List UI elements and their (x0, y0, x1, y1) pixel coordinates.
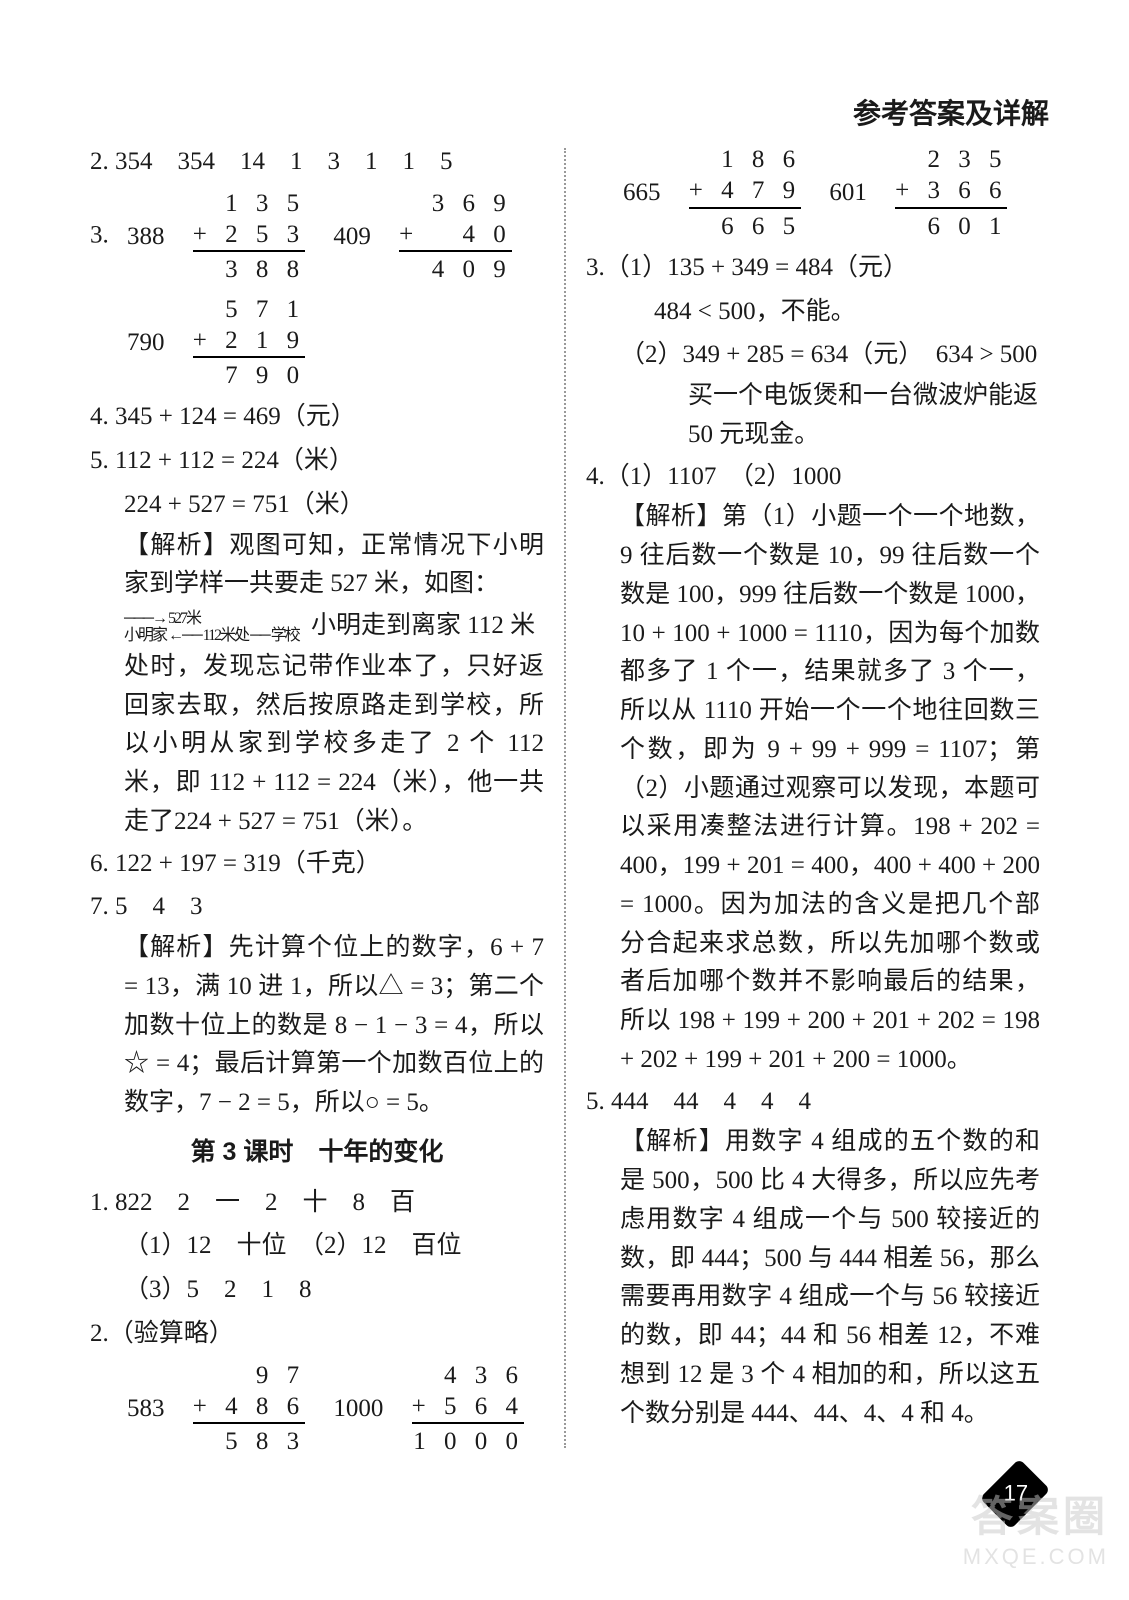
r-q5: 5. 444 44 4 4 4 (586, 1080, 1040, 1124)
q3: 3. 388 1 3 5 + 2 5 3 3 8 8 409 3 6 9 + 4… (90, 184, 544, 290)
rb-mid: + 3 6 6 (895, 177, 1007, 204)
q3a-work: 1 3 5 + 2 5 3 3 8 8 (193, 188, 305, 286)
q3b-label: 409 (333, 215, 371, 259)
s2a-bot: 5 8 3 (193, 1422, 305, 1457)
watermark: 答案圈 MXQE.COM (963, 1483, 1109, 1570)
s2a-top: 9 7 (256, 1362, 305, 1389)
rb-work: 2 3 5 + 3 6 6 6 0 1 (895, 144, 1007, 242)
q3-row2: 3. 790 5 7 1 + 2 1 9 7 9 0 (90, 290, 544, 396)
q3c-bot: 7 9 0 (193, 356, 305, 391)
q3a-top: 1 3 5 (225, 190, 305, 217)
watermark-line2: MXQE.COM (963, 1544, 1109, 1570)
s2b-top: 4 3 6 (444, 1362, 524, 1389)
q3c-mid: + 2 1 9 (193, 327, 305, 354)
r-q3-1b: 484 < 500，不能。 (586, 290, 1040, 334)
s2b-label: 1000 (333, 1387, 383, 1431)
rb-bot: 6 0 1 (895, 207, 1007, 242)
q3a-mid: + 2 5 3 (193, 221, 305, 248)
s1a: 1. 822 2 一 2 十 8 百 (90, 1181, 544, 1225)
q3c-top: 5 7 1 (225, 296, 305, 323)
q4: 4. 345 + 124 = 469（元） (90, 395, 544, 439)
s2b-mid: + 5 6 4 (412, 1393, 524, 1420)
r-q5-ex: 【解析】用数字 4 组成的五个数的和是 500，500 比 4 大得多，所以应先… (586, 1123, 1040, 1433)
q3b-work: 3 6 9 + 4 0 4 0 9 (399, 188, 512, 286)
r-q3-2b: 买一个电饭煲和一台微波炉能返 50 元现金。 (586, 377, 1040, 455)
watermark-line1: 答案圈 (963, 1483, 1109, 1544)
q3c-label: 790 (127, 321, 165, 365)
q5-ex2a: 小明走到离家 112 米 (311, 612, 535, 639)
s2-works: 2. 583 9 7 + 4 8 6 5 8 3 1000 4 3 6 + 5 … (90, 1356, 544, 1462)
ra-work: 1 8 6 + 4 7 9 6 6 5 (689, 144, 801, 242)
q5b: 224 + 527 = 751（米） (90, 483, 544, 527)
s2b-bot: 1 0 0 0 (412, 1422, 524, 1457)
diag-top: ───→ 527米 (124, 610, 200, 627)
rb-top: 2 3 5 (927, 146, 1007, 173)
q3a-label: 388 (127, 215, 165, 259)
q5-ex2: 处时，发现忘记带作业本了，只好返回家去取，然后按原路走到学校，所以小明从家到学校… (90, 648, 544, 842)
s2b-work: 4 3 6 + 5 6 4 1 0 0 0 (412, 1360, 524, 1458)
s1b: （1）12 十位 （2）12 百位 (90, 1224, 544, 1268)
q6: 6. 122 + 197 = 319（千克） (90, 842, 544, 886)
page-header: 参考答案及详解 (853, 92, 1049, 132)
diag-bot: 小明家 ←── 112米处 ── 学校 (124, 627, 299, 644)
q7-ex: 【解析】先计算个位上的数字，6 + 7 = 13，满 10 进 1，所以△ = … (90, 929, 544, 1123)
r-q4: 4.（1）1107 （2）1000 (586, 455, 1040, 499)
ra-mid: + 4 7 9 (689, 177, 801, 204)
s2a-work: 9 7 + 4 8 6 5 8 3 (193, 1360, 305, 1458)
ra-label: 665 (623, 171, 661, 215)
q5a: 5. 112 + 112 = 224（米） (90, 439, 544, 483)
q3b-top: 3 6 9 (432, 190, 512, 217)
rb-label: 601 (829, 171, 867, 215)
q3-label: 3. (90, 221, 109, 248)
s1c: （3）5 2 1 8 (90, 1268, 544, 1312)
section-title: 第 3 课时 十年的变化 (90, 1131, 544, 1175)
q3b-bot: 4 0 9 (399, 250, 512, 285)
content-columns: 2. 354 354 14 1 3 1 1 5 3. 388 1 3 5 + 2… (90, 140, 1040, 1461)
q2: 2. 354 354 14 1 3 1 1 5 (90, 140, 544, 184)
s2a-label: 583 (127, 1387, 165, 1431)
ra-bot: 6 6 5 (689, 207, 801, 242)
right-column: 2. 665 1 8 6 + 4 7 9 6 6 5 601 2 3 5 + 3… (586, 140, 1040, 1461)
q5-ex1: 【解析】观图可知，正常情况下小明家到学样一共要走 527 米，如图： (90, 527, 544, 605)
s2: 2.（验算略） (90, 1312, 544, 1356)
column-divider (564, 148, 566, 1448)
s2a-mid: + 4 8 6 (193, 1393, 305, 1420)
ra-top: 1 8 6 (721, 146, 801, 173)
q3a-bot: 3 8 8 (193, 250, 305, 285)
q5-diagram: ───→ 527米 小明家 ←── 112米处 ── 学校 (124, 610, 299, 645)
q3c-work: 5 7 1 + 2 1 9 7 9 0 (193, 294, 305, 392)
r-q3-1a: 3.（1）135 + 349 = 484（元） (586, 246, 1040, 290)
r-q3-2a: （2）349 + 285 = 634（元） 634 > 500 (586, 333, 1040, 377)
r-q4-ex: 【解析】第（1）小题一个一个地数，9 往后数一个数是 10，99 往后数一个数是… (586, 498, 1040, 1079)
q5-diagram-row: ───→ 527米 小明家 ←── 112米处 ── 学校 小明走到离家 112… (90, 604, 544, 648)
q7: 7. 5 4 3 (90, 885, 544, 929)
q3b-mid: + 4 0 (399, 221, 512, 248)
left-column: 2. 354 354 14 1 3 1 1 5 3. 388 1 3 5 + 2… (90, 140, 544, 1461)
r-top-works: 2. 665 1 8 6 + 4 7 9 6 6 5 601 2 3 5 + 3… (586, 140, 1040, 246)
